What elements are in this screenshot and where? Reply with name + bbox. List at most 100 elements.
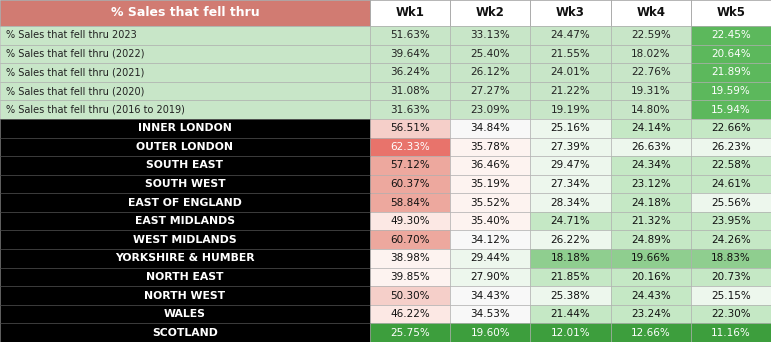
Text: 31.08%: 31.08%: [390, 86, 430, 96]
Text: YORKSHIRE & HUMBER: YORKSHIRE & HUMBER: [115, 253, 254, 263]
Bar: [0, 175, 370, 193]
Bar: [370, 193, 450, 212]
Bar: [0, 268, 370, 286]
Bar: [450, 44, 530, 63]
Text: 22.66%: 22.66%: [711, 123, 751, 133]
Bar: [530, 231, 611, 249]
Bar: [530, 268, 611, 286]
Bar: [530, 286, 611, 305]
Bar: [370, 324, 450, 342]
Bar: [530, 249, 611, 268]
Text: % Sales that fell thru (2016 to 2019): % Sales that fell thru (2016 to 2019): [6, 105, 185, 115]
Bar: [611, 137, 691, 156]
Text: 51.63%: 51.63%: [390, 30, 430, 40]
Bar: [0, 305, 370, 324]
Text: 29.47%: 29.47%: [550, 160, 591, 170]
Bar: [450, 156, 530, 175]
Bar: [0, 156, 370, 175]
Bar: [691, 156, 771, 175]
Text: 62.33%: 62.33%: [390, 142, 430, 152]
Bar: [611, 286, 691, 305]
Text: 33.13%: 33.13%: [470, 30, 510, 40]
Bar: [530, 324, 611, 342]
Text: 19.31%: 19.31%: [631, 86, 671, 96]
Bar: [370, 286, 450, 305]
Text: 36.24%: 36.24%: [390, 67, 430, 78]
Text: 21.85%: 21.85%: [550, 272, 591, 282]
Text: 26.12%: 26.12%: [470, 67, 510, 78]
Text: % Sales that fell thru 2023: % Sales that fell thru 2023: [6, 30, 136, 40]
Bar: [370, 268, 450, 286]
Bar: [691, 26, 771, 44]
Bar: [0, 286, 370, 305]
Bar: [611, 156, 691, 175]
Bar: [691, 175, 771, 193]
Text: 34.43%: 34.43%: [470, 291, 510, 301]
Bar: [611, 82, 691, 100]
Text: EAST OF ENGLAND: EAST OF ENGLAND: [128, 198, 242, 208]
Text: 20.16%: 20.16%: [631, 272, 671, 282]
Text: SOUTH WEST: SOUTH WEST: [145, 179, 225, 189]
Bar: [611, 26, 691, 44]
Bar: [530, 156, 611, 175]
Text: 38.98%: 38.98%: [390, 253, 430, 263]
Text: 22.58%: 22.58%: [711, 160, 751, 170]
Bar: [0, 63, 370, 82]
Bar: [0, 44, 370, 63]
Bar: [0, 137, 370, 156]
Text: Wk1: Wk1: [396, 6, 425, 19]
Text: 24.43%: 24.43%: [631, 291, 671, 301]
Bar: [691, 82, 771, 100]
Text: 24.61%: 24.61%: [711, 179, 751, 189]
Bar: [450, 26, 530, 44]
Bar: [611, 305, 691, 324]
Text: 56.51%: 56.51%: [390, 123, 430, 133]
Text: OUTER LONDON: OUTER LONDON: [136, 142, 234, 152]
Text: 24.89%: 24.89%: [631, 235, 671, 245]
Text: 24.14%: 24.14%: [631, 123, 671, 133]
Bar: [450, 193, 530, 212]
Bar: [370, 305, 450, 324]
Bar: [0, 212, 370, 231]
Bar: [691, 63, 771, 82]
Text: 27.34%: 27.34%: [550, 179, 591, 189]
Bar: [530, 0, 611, 26]
Bar: [691, 119, 771, 137]
Bar: [370, 0, 450, 26]
Text: 18.18%: 18.18%: [550, 253, 591, 263]
Text: 20.64%: 20.64%: [711, 49, 751, 59]
Bar: [611, 193, 691, 212]
Bar: [530, 212, 611, 231]
Text: 23.12%: 23.12%: [631, 179, 671, 189]
Text: Wk4: Wk4: [636, 6, 665, 19]
Text: 22.59%: 22.59%: [631, 30, 671, 40]
Bar: [450, 324, 530, 342]
Bar: [370, 26, 450, 44]
Text: % Sales that fell thru (2020): % Sales that fell thru (2020): [6, 86, 144, 96]
Bar: [691, 305, 771, 324]
Bar: [450, 305, 530, 324]
Text: Wk5: Wk5: [716, 6, 746, 19]
Text: INNER LONDON: INNER LONDON: [138, 123, 232, 133]
Text: 25.56%: 25.56%: [711, 198, 751, 208]
Bar: [370, 137, 450, 156]
Text: SOUTH EAST: SOUTH EAST: [146, 160, 224, 170]
Bar: [530, 193, 611, 212]
Text: 25.75%: 25.75%: [390, 328, 430, 338]
Text: 34.12%: 34.12%: [470, 235, 510, 245]
Text: 26.23%: 26.23%: [711, 142, 751, 152]
Text: 25.38%: 25.38%: [550, 291, 591, 301]
Bar: [370, 249, 450, 268]
Bar: [530, 119, 611, 137]
Text: 14.80%: 14.80%: [631, 105, 671, 115]
Bar: [691, 212, 771, 231]
Text: 35.40%: 35.40%: [470, 216, 510, 226]
Text: 50.30%: 50.30%: [390, 291, 430, 301]
Bar: [450, 63, 530, 82]
Bar: [611, 44, 691, 63]
Text: WEST MIDLANDS: WEST MIDLANDS: [133, 235, 237, 245]
Bar: [611, 231, 691, 249]
Text: 21.44%: 21.44%: [550, 309, 591, 319]
Text: 24.01%: 24.01%: [550, 67, 591, 78]
Bar: [530, 100, 611, 119]
